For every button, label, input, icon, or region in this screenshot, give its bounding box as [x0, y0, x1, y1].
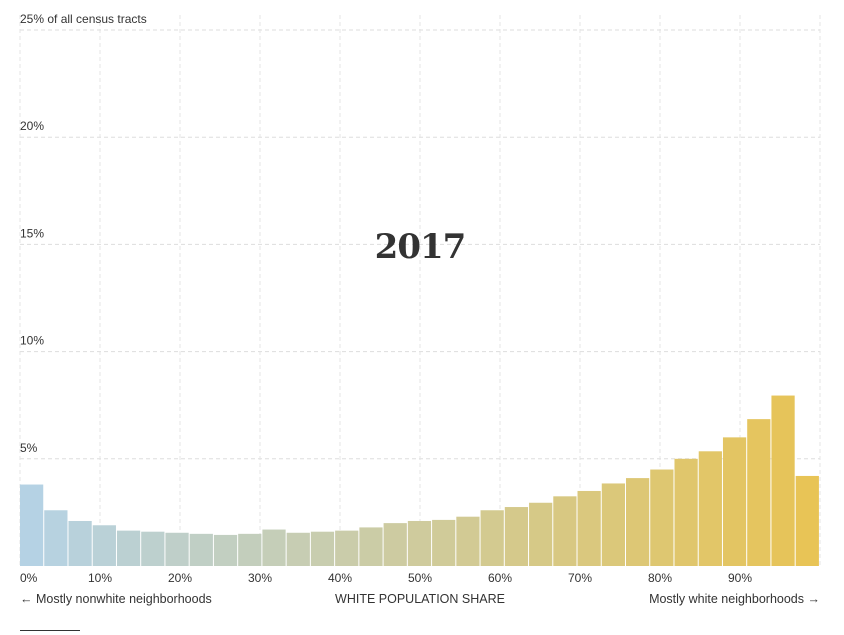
histogram-bar — [310, 531, 335, 566]
x-tick-label: 30% — [248, 571, 272, 585]
y-tick-label: 5% — [20, 441, 38, 455]
x-axis-left-note: ← Mostly nonwhite neighborhoods — [20, 592, 212, 606]
histogram-bar — [141, 531, 165, 566]
x-tick-labels: 0% 10% 20% 30% 40% 50% 60% 70% 80% 90% — [20, 571, 752, 585]
y-tick-label: 15% — [20, 226, 44, 240]
histogram-bar — [238, 533, 262, 566]
chart-title: 2017 — [375, 227, 466, 267]
x-axis-label: WHITE POPULATION SHARE — [335, 592, 505, 606]
histogram-bar — [359, 527, 383, 566]
histogram-bar — [795, 475, 819, 566]
histogram-bar — [698, 451, 722, 566]
histogram-bar — [529, 502, 553, 566]
histogram-bar — [456, 516, 480, 566]
y-tick-label: 20% — [20, 119, 44, 133]
histogram-bar — [189, 533, 213, 566]
histogram-bar — [577, 490, 601, 566]
histogram-bar — [771, 395, 795, 566]
x-tick-label: 90% — [728, 571, 752, 585]
histogram-bar — [165, 532, 189, 566]
y-tick-label: 25% of all census tracts — [20, 12, 147, 26]
bars — [20, 395, 819, 566]
histogram-bar — [262, 529, 286, 566]
x-tick-label: 80% — [648, 571, 672, 585]
histogram-bar — [383, 523, 407, 566]
x-tick-label: 0% — [20, 571, 38, 585]
x-tick-label: 40% — [328, 571, 352, 585]
x-tick-label: 20% — [168, 571, 192, 585]
histogram-bar — [601, 483, 625, 566]
histogram-bar — [213, 534, 238, 566]
histogram-bar — [432, 519, 456, 566]
histogram-bar — [407, 520, 432, 566]
histogram-bar — [44, 510, 68, 566]
histogram-bar — [92, 525, 116, 566]
x-tick-label: 70% — [568, 571, 592, 585]
x-axis-right-note: Mostly white neighborhoods → — [649, 592, 820, 606]
histogram-bar — [116, 530, 141, 566]
histogram-bar — [650, 469, 674, 566]
histogram-bar — [747, 419, 771, 566]
histogram-bar — [335, 530, 359, 566]
histogram-bar — [504, 507, 529, 566]
y-tick-label: 10% — [20, 334, 44, 348]
x-tick-label: 50% — [408, 571, 432, 585]
x-tick-label: 10% — [88, 571, 112, 585]
histogram-bar — [674, 458, 698, 566]
gridlines — [19, 15, 821, 566]
histogram-bar — [626, 478, 650, 566]
histogram-bar — [286, 532, 310, 566]
histogram-bar — [480, 510, 504, 566]
y-tick-labels: 5% 10% 15% 20% 25% of all census tracts — [20, 12, 147, 455]
histogram-bar — [20, 484, 44, 566]
x-tick-label: 60% — [488, 571, 512, 585]
histogram-bar — [68, 520, 92, 566]
histogram-bar — [722, 437, 747, 566]
footer-divider — [20, 630, 80, 631]
histogram-bar — [553, 496, 577, 566]
